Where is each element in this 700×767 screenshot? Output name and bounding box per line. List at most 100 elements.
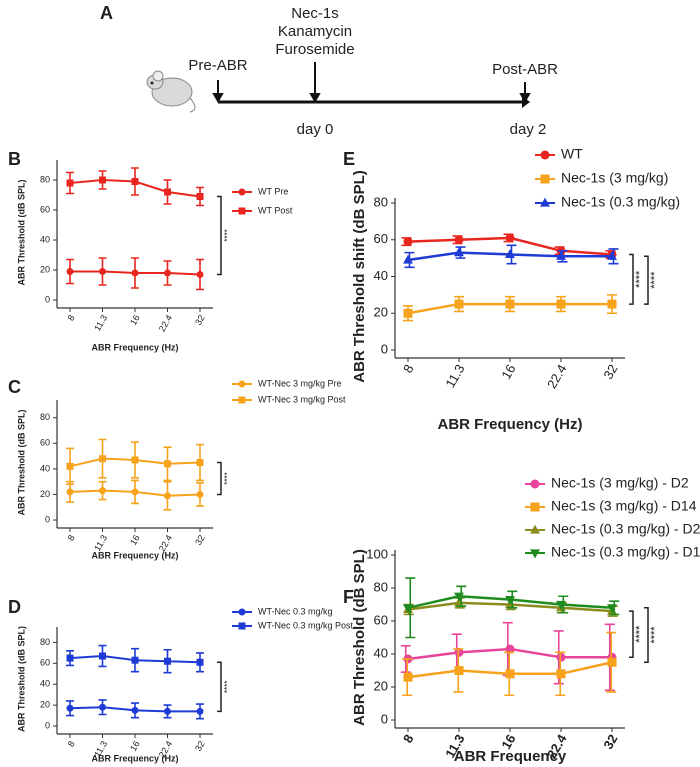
significance-bracket: [644, 607, 649, 663]
marker: [66, 268, 74, 275]
marker: [454, 592, 464, 602]
marker: [66, 654, 74, 662]
panel-label: E: [343, 149, 355, 169]
marker: [164, 492, 171, 500]
y-tick-label: 80: [374, 194, 388, 209]
marker: [196, 193, 204, 200]
panel-label: A: [100, 3, 113, 23]
marker: [556, 299, 566, 309]
x-tick-label: 8: [66, 533, 77, 542]
marker: [607, 250, 617, 260]
y-tick-label: 20: [40, 699, 50, 709]
marker: [454, 666, 464, 675]
y-tick-label: 20: [40, 489, 50, 499]
y-tick-label: 0: [45, 294, 50, 304]
marker: [403, 672, 413, 682]
axis-line: [394, 198, 625, 359]
marker: [66, 462, 74, 470]
pre-label: Pre-ABR: [188, 57, 247, 74]
marker: [66, 179, 74, 187]
marker: [505, 249, 515, 259]
legend-label: Nec-1s (3 mg/kg) - D2: [551, 475, 689, 491]
day-label: day 0: [297, 121, 334, 138]
significance-bracket: [217, 195, 222, 276]
x-tick-label: 16: [498, 362, 518, 382]
y-tick-label: 60: [374, 231, 388, 246]
x-axis-title: ABR Frequency (Hz): [91, 550, 178, 560]
marker: [131, 269, 139, 277]
marker: [164, 460, 171, 468]
x-tick-label: 22.4: [157, 313, 174, 333]
marker: [238, 380, 246, 388]
marker: [131, 456, 139, 464]
axis-line: [394, 550, 625, 729]
y-tick-label: 0: [45, 720, 50, 730]
marker: [454, 247, 464, 257]
marker: [196, 707, 204, 715]
marker: [505, 644, 515, 654]
treatment-label: Nec-1s: [291, 5, 339, 22]
x-tick-label: 8: [400, 732, 417, 746]
x-tick-label: 8: [66, 739, 77, 748]
x-axis-title: ABR Frequency (Hz): [437, 416, 582, 433]
y-tick-label: 60: [40, 658, 50, 668]
x-axis-title: ABR Frequency: [454, 748, 567, 765]
y-tick-label: 40: [40, 679, 50, 689]
marker: [540, 150, 550, 160]
significance-label: ****: [634, 625, 646, 643]
x-tick-label: 32: [193, 313, 207, 327]
timepoint-arrows: [212, 62, 531, 104]
marker: [131, 706, 139, 714]
marker: [196, 459, 204, 466]
chart-panel: E 0 20 40 60 80 8 11.3 16 22.4 32 ABR Frequency (Hz…: [343, 146, 680, 433]
chart-panel: B 0 20 40 60 80 8 11.3 16 22.4 32 ABR Frequency (Hz…: [8, 149, 293, 353]
marker: [238, 622, 246, 630]
y-tick-label: 20: [40, 264, 50, 274]
marker: [99, 652, 106, 660]
marker: [505, 595, 515, 605]
significance-bracket: [629, 253, 634, 305]
post-label: Post-ABR: [492, 61, 558, 78]
y-tick-label: 20: [374, 305, 388, 320]
marker: [196, 271, 204, 278]
day-label: day 2: [510, 121, 547, 138]
legend-label: Nec-1s (3 mg/kg): [561, 170, 668, 186]
marker: [66, 704, 74, 712]
significance-label: ****: [223, 681, 232, 693]
panel-label: F: [343, 587, 354, 607]
y-axis-title: ABR Threshold (dB SPL): [16, 626, 26, 732]
legend-label: WT Pre: [258, 186, 288, 196]
y-axis-title: ABR Threshold (dB SPL): [351, 549, 368, 726]
marker: [403, 237, 413, 247]
y-tick-label: 40: [374, 268, 388, 283]
marker: [238, 207, 246, 215]
significance-bracket: [644, 255, 649, 305]
y-tick-label: 80: [40, 637, 50, 647]
x-tick-label: 32: [600, 362, 620, 382]
marker: [607, 604, 617, 614]
x-tick-label: 22.4: [544, 362, 570, 391]
marker: [131, 178, 139, 185]
y-axis-title: ABR Threshold shift (dB SPL): [351, 170, 368, 383]
significance-label: ****: [223, 472, 232, 484]
legend-label: WT Post: [258, 205, 293, 215]
marker: [540, 174, 550, 184]
marker: [196, 658, 204, 666]
x-tick-label: 32: [193, 739, 207, 753]
panel-label: D: [8, 597, 21, 617]
x-tick-label: 16: [498, 732, 518, 752]
marker: [454, 299, 464, 309]
legend-label: Nec-1s (0.3 mg/kg): [561, 194, 680, 210]
marker: [607, 657, 617, 667]
marker: [403, 308, 413, 318]
legend-label: WT-Nec 3 mg/kg Pre: [258, 378, 342, 388]
y-tick-label: 60: [40, 438, 50, 448]
x-tick-label: 16: [128, 313, 142, 327]
y-tick-label: 100: [366, 546, 388, 561]
marker: [99, 455, 106, 463]
legend-label: WT-Nec 3 mg/kg Post: [258, 394, 346, 404]
marker: [99, 268, 106, 275]
y-tick-label: 40: [40, 463, 50, 473]
